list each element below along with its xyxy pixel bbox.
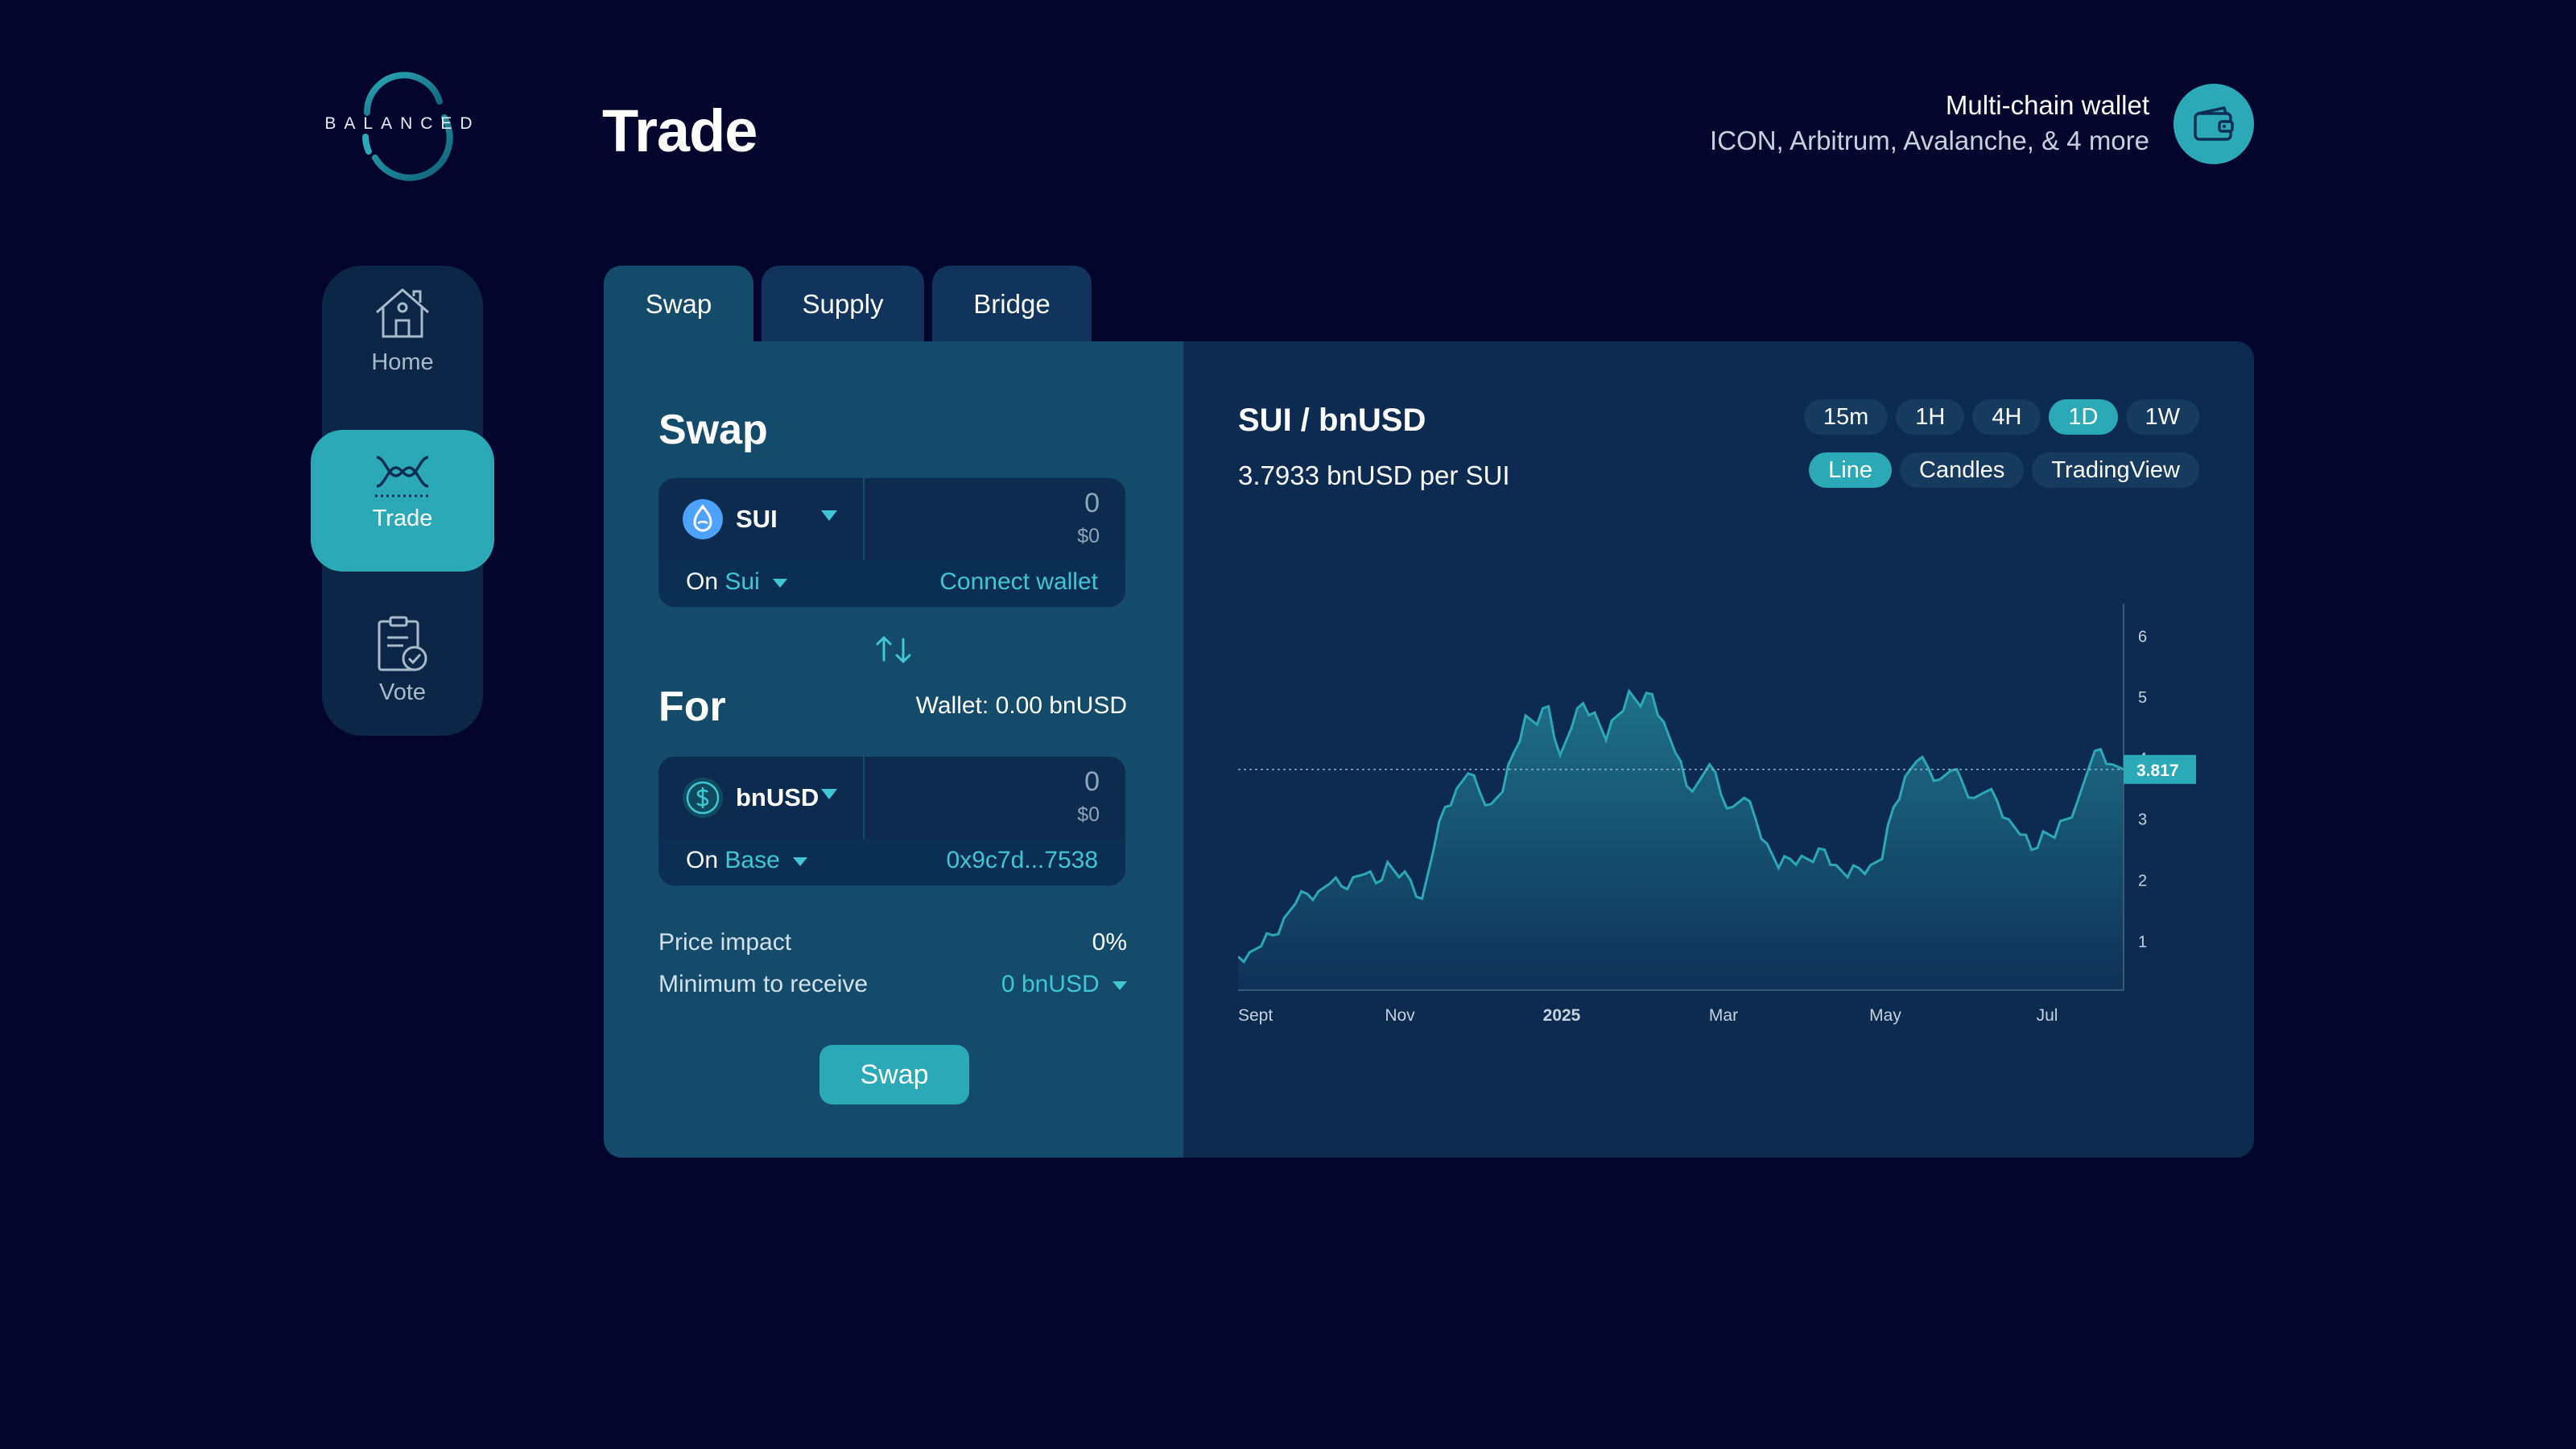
- chevron-down-icon[interactable]: [821, 510, 837, 521]
- wallet-title: Multi-chain wallet: [1945, 90, 2149, 120]
- sidebar-item-trade[interactable]: Trade: [311, 430, 494, 572]
- y-tick-label: 2: [2138, 873, 2147, 890]
- from-amount-input[interactable]: 0: [1084, 488, 1100, 518]
- connect-wallet-link[interactable]: Connect wallet: [939, 568, 1098, 595]
- y-tick-label: 6: [2138, 628, 2147, 646]
- logo-ring-icon: [362, 72, 453, 181]
- current-price-label: 3.817: [2136, 762, 2179, 780]
- sui-token-icon: [683, 499, 723, 539]
- on-label: On: [686, 568, 719, 595]
- from-token-symbol: SUI: [736, 505, 778, 533]
- from-network: Sui: [724, 568, 760, 595]
- from-token-selector[interactable]: SUI: [683, 497, 778, 541]
- interval-15m[interactable]: 15m: [1803, 399, 1889, 435]
- y-tick-label: 1: [2138, 933, 2147, 951]
- chart-type-line[interactable]: Line: [1809, 452, 1892, 488]
- swap-arrows-icon[interactable]: [871, 633, 916, 665]
- min-receive-amount: 0 bnUSD: [1001, 971, 1100, 997]
- to-amount-input[interactable]: 0: [1084, 766, 1100, 797]
- sidebar-item-vote[interactable]: Vote: [322, 615, 483, 728]
- wallet-button[interactable]: [2174, 84, 2254, 164]
- sidebar-item-home[interactable]: Home: [322, 285, 483, 422]
- chevron-down-icon: [1113, 980, 1127, 990]
- pair-title: SUI / bnUSD: [1238, 402, 1426, 438]
- chevron-down-icon[interactable]: [821, 789, 837, 799]
- price-impact-value: 0%: [1092, 929, 1127, 956]
- x-tick-label: May: [1869, 1006, 1901, 1025]
- wallet-balance: Wallet: 0.00 bnUSD: [915, 692, 1127, 719]
- x-tick-label: Mar: [1709, 1006, 1738, 1025]
- to-token-box: bnUSD 0 $0 On Base 0x9c7d...7538: [658, 757, 1125, 886]
- to-token-symbol: bnUSD: [736, 783, 819, 811]
- x-tick-label: Sept: [1238, 1006, 1273, 1025]
- price-area: [1238, 691, 2124, 990]
- to-usd-value: $0: [1077, 803, 1100, 826]
- from-network-selector[interactable]: On Sui: [686, 568, 788, 596]
- vote-icon: [378, 616, 427, 671]
- trade-icon: [375, 456, 430, 497]
- wallet-chains: ICON, Arbitrum, Avalanche, & 4 more: [1710, 126, 2149, 155]
- chart-type-selector: Line Candles TradingView: [1809, 452, 2199, 488]
- min-receive-label: Minimum to receive: [658, 971, 869, 997]
- sidebar-item-label: Vote: [378, 679, 427, 705]
- tab-supply[interactable]: Supply: [762, 266, 924, 343]
- current-price-tag: [2124, 754, 2196, 784]
- to-token-selector[interactable]: bnUSD: [683, 776, 819, 819]
- y-tick-label: 3: [2138, 811, 2147, 829]
- to-network-selector[interactable]: On Base: [686, 847, 808, 874]
- tab-swap[interactable]: Swap: [604, 266, 753, 343]
- sidebar-item-label: Home: [371, 349, 434, 375]
- bnusd-token-icon: [683, 778, 723, 818]
- swap-panel: Swap SUI 0 $0 On Sui Connect wallet For …: [604, 341, 1183, 1158]
- to-network: Base: [724, 847, 780, 873]
- chart-type-tradingview[interactable]: TradingView: [2032, 452, 2199, 488]
- x-tick-label: Jul: [2037, 1006, 2058, 1025]
- on-label: On: [686, 847, 719, 873]
- tab-bridge[interactable]: Bridge: [932, 266, 1092, 343]
- sidebar-item-label: Trade: [372, 506, 433, 531]
- chart-panel: SUI / bnUSD 3.7933 bnUSD per SUI 15m 1H …: [1183, 341, 2254, 1158]
- chevron-down-icon: [793, 857, 808, 866]
- logo-wordmark: BALANCED: [324, 114, 481, 133]
- x-tick-label: Nov: [1385, 1006, 1415, 1025]
- balanced-logo[interactable]: BALANCED: [314, 61, 491, 187]
- price-chart[interactable]: 123456SeptNov2025MarMayJul3.817: [1238, 604, 2204, 1055]
- interval-selector: 15m 1H 4H 1D 1W: [1803, 399, 2199, 435]
- y-tick-label: 5: [2138, 689, 2147, 707]
- price-line: [1238, 688, 2124, 964]
- interval-4h[interactable]: 4H: [1972, 399, 2041, 435]
- swap-button[interactable]: Swap: [819, 1045, 969, 1104]
- chevron-down-icon: [773, 578, 788, 588]
- interval-1h[interactable]: 1H: [1896, 399, 1965, 435]
- swap-heading: Swap: [658, 407, 768, 453]
- page-title: Trade: [602, 97, 758, 164]
- chart-type-candles[interactable]: Candles: [1900, 452, 2025, 488]
- wallet-icon: [2194, 106, 2234, 141]
- from-token-box: SUI 0 $0 On Sui Connect wallet: [658, 478, 1125, 607]
- from-usd-value: $0: [1077, 525, 1100, 547]
- pair-price: 3.7933 bnUSD per SUI: [1238, 460, 1510, 490]
- interval-1w[interactable]: 1W: [2125, 399, 2199, 435]
- min-receive-value[interactable]: 0 bnUSD: [1001, 971, 1127, 998]
- x-tick-label: 2025: [1543, 1006, 1581, 1025]
- recipient-address[interactable]: 0x9c7d...7538: [946, 847, 1098, 873]
- price-impact-label: Price impact: [658, 929, 792, 956]
- home-icon: [376, 288, 429, 338]
- interval-1d[interactable]: 1D: [2049, 399, 2118, 435]
- for-heading: For: [658, 683, 726, 730]
